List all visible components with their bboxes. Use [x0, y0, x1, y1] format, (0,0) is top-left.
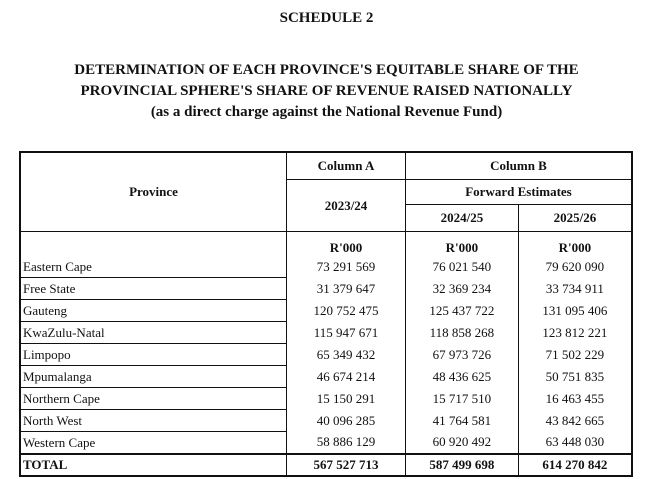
table-row: Mpumalanga 46 674 214 48 436 625 50 751 …: [20, 365, 632, 388]
table-row: Western Cape 58 886 129 60 920 492 63 44…: [20, 431, 632, 455]
units-cell: R'000: [518, 231, 632, 256]
value-2023-24: 65 349 432: [286, 343, 406, 366]
value-2025-26: 131 095 406: [542, 302, 608, 318]
total-label: TOTAL: [20, 453, 287, 476]
value-2024-25: 67 973 726: [405, 343, 519, 366]
province-name: Gauteng: [20, 299, 287, 322]
value-2024-25: 41 764 581: [405, 409, 519, 432]
province-name: North West: [20, 409, 287, 432]
schedule-title: SCHEDULE 2: [279, 10, 374, 26]
table-row: North West 40 096 285 41 764 581 43 842 …: [20, 409, 632, 432]
units-cell: R'000: [286, 231, 406, 256]
column-a-year: 2023/24: [286, 179, 406, 232]
heading-line-2: PROVINCIAL SPHERE'S SHARE OF REVENUE RAI…: [80, 83, 573, 99]
table-row: Eastern Cape 73 291 569 76 021 540 79 62…: [20, 256, 632, 278]
value-2024-25: 15 717 510: [405, 387, 519, 410]
value-2024-25: 125 437 722: [405, 299, 519, 322]
equitable-share-table: Province Column A Column B 2023/24 Forwa…: [19, 151, 633, 477]
value-2024-25: 118 858 268: [405, 321, 519, 344]
value-2025-26: 50 751 835: [545, 368, 605, 384]
heading-line-3: (as a direct charge against the National…: [150, 104, 503, 120]
total-2024-25: 587 499 698: [405, 453, 519, 476]
units-blank-cell: [20, 231, 287, 256]
table-row: Limpopo 65 349 432 67 973 726 71 502 229: [20, 343, 632, 366]
column-b-header: Column B: [405, 152, 632, 180]
province-name: Free State: [20, 277, 287, 300]
value-2025-26: 63 448 030: [545, 434, 605, 450]
value-2023-24: 46 674 214: [286, 365, 406, 388]
value-2023-24: 58 886 129: [286, 431, 406, 454]
document-heading: DETERMINATION OF EACH PROVINCE'S EQUITAB…: [0, 60, 653, 123]
forward-estimates-header: Forward Estimates: [405, 179, 632, 205]
value-2025-26: 123 812 221: [542, 324, 608, 340]
total-2025-26: 614 270 842: [518, 453, 632, 476]
province-name: Mpumalanga: [20, 365, 287, 388]
province-header: Province: [20, 152, 287, 232]
total-row: TOTAL 567 527 713 587 499 698 614 270 84…: [20, 453, 632, 476]
column-b-year-1: 2024/25: [405, 204, 519, 232]
value-2023-24: 31 379 647: [286, 277, 406, 300]
table-row: Gauteng 120 752 475 125 437 722 131 095 …: [20, 299, 632, 322]
units-row: R'000 R'000 R'000: [20, 231, 632, 256]
table-row: Northern Cape 15 150 291 15 717 510 16 4…: [20, 387, 632, 410]
column-b-year-2: 2025/26: [553, 210, 597, 225]
value-2023-24: 15 150 291: [286, 387, 406, 410]
units-cell: R'000: [405, 231, 519, 256]
value-2025-26: 71 502 229: [545, 346, 605, 362]
table-row: KwaZulu-Natal 115 947 671 118 858 268 12…: [20, 321, 632, 344]
value-2025-26: 16 463 455: [545, 390, 605, 406]
value-2023-24: 40 096 285: [286, 409, 406, 432]
value-2024-25: 60 920 492: [405, 431, 519, 454]
value-2023-24: 115 947 671: [286, 321, 406, 344]
province-name: Limpopo: [20, 343, 287, 366]
province-name: Northern Cape: [20, 387, 287, 410]
province-name: KwaZulu-Natal: [20, 321, 287, 344]
province-name: Western Cape: [20, 431, 287, 455]
column-a-header: Column A: [286, 152, 406, 180]
value-2025-26: 33 734 911: [545, 280, 604, 296]
value-2023-24: 120 752 475: [286, 299, 406, 322]
value-2025-26: 43 842 665: [545, 412, 605, 428]
table-row: Free State 31 379 647 32 369 234 33 734 …: [20, 277, 632, 300]
value-2024-25: 32 369 234: [405, 277, 519, 300]
value-2025-26: 79 620 090: [545, 258, 605, 274]
value-2024-25: 48 436 625: [405, 365, 519, 388]
province-name: Eastern Cape: [20, 256, 287, 278]
heading-line-1: DETERMINATION OF EACH PROVINCE'S EQUITAB…: [74, 62, 579, 78]
total-2023-24: 567 527 713: [286, 453, 406, 476]
value-2023-24: 73 291 569: [286, 256, 406, 278]
value-2024-25: 76 021 540: [405, 256, 519, 278]
